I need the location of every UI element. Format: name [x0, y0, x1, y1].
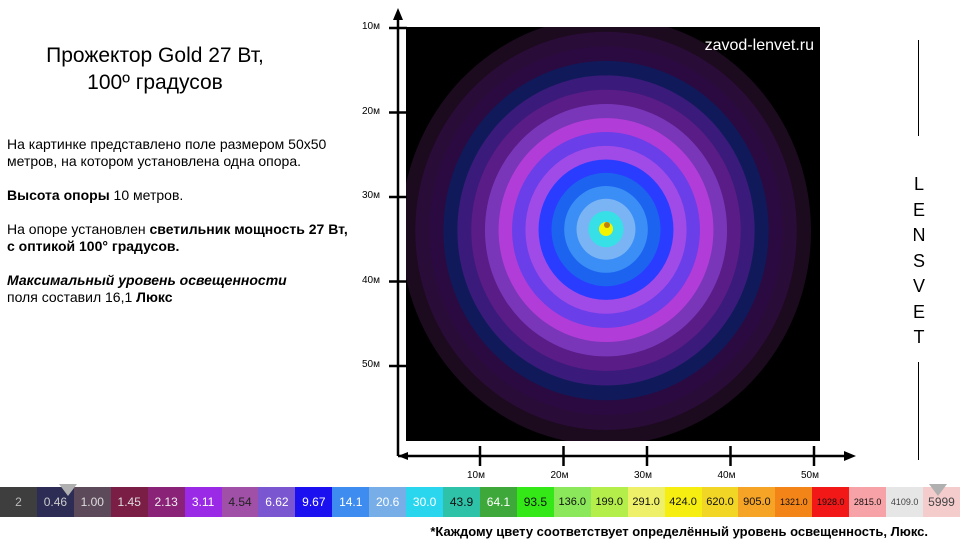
description-field-size: На картинке представлено поле размером 5…: [7, 136, 327, 169]
scale-cell: 30.0: [406, 487, 444, 517]
y-tick-label: 30м: [362, 190, 380, 201]
scale-cell: 9.67: [295, 487, 333, 517]
description: На картинке представлено поле размером 5…: [7, 136, 357, 323]
brand-letter: T: [913, 327, 925, 347]
brand-letter: E: [912, 199, 925, 220]
scale-cell: 199.0: [590, 487, 628, 517]
luminaire-prefix: На опоре установлен: [7, 221, 150, 237]
description-max-illuminance: Максимальный уровень освещенности поля со…: [7, 272, 357, 306]
y-tick-label: 50м: [362, 359, 380, 370]
light-source-dot: [604, 222, 610, 228]
scale-cell: 14.1: [332, 487, 370, 517]
title-line-2: 100º градусов: [87, 71, 223, 94]
scale-marker-right: [929, 484, 947, 496]
page-title: Прожектор Gold 27 Вт, 100º градусов: [0, 42, 310, 96]
pole-height-label: Высота опоры: [7, 187, 110, 203]
brand-line-top: [918, 40, 919, 136]
description-pole-height: Высота опоры 10 метров.: [7, 187, 357, 204]
scale-cell: 291.0: [627, 487, 665, 517]
x-tick-label: 30м: [634, 470, 652, 481]
scale-cell: 620.0: [701, 487, 739, 517]
brand-letter: L: [913, 174, 924, 194]
scale-cell: 1928.0: [812, 487, 850, 517]
y-axis-arrow: [393, 8, 403, 20]
description-luminaire: На опоре установлен светильник мощность …: [7, 221, 357, 255]
x-tick-label: 10м: [467, 470, 485, 481]
scale-cell: 4109.0: [886, 487, 924, 517]
max-illuminance-unit: Люкс: [136, 289, 173, 305]
scale-cell: 0.46: [36, 487, 74, 517]
y-tick-label: 10м: [362, 21, 380, 32]
x-axis-arrow-left: [398, 452, 408, 460]
scale-cell: 1321.0: [775, 487, 813, 517]
scale-footnote: *Каждому цвету соответствует определённы…: [430, 524, 928, 539]
x-tick-label: 50м: [801, 470, 819, 481]
max-illuminance-text: поля составил 16,1: [7, 289, 137, 305]
scale-cell: 5999: [923, 487, 960, 517]
max-illuminance-label: Максимальный уровень освещенности: [7, 272, 287, 288]
scale-cell: 2815.0: [849, 487, 887, 517]
scale-cell: 4.54: [221, 487, 259, 517]
pole-height-value: 10 метров.: [109, 187, 184, 203]
scale-cell: 424.0: [664, 487, 702, 517]
scale-cell: 905.0: [738, 487, 776, 517]
scale-cell: 2: [0, 487, 37, 517]
x-axis-arrow: [844, 451, 856, 461]
scale-cell: 6.62: [258, 487, 296, 517]
illuminance-heatmap: zavod-lenvet.ru: [406, 27, 820, 441]
scale-cell: 136.0: [553, 487, 591, 517]
scale-cell: 2.13: [147, 487, 185, 517]
luminaire-spec: светильник мощность 27 Вт, с оптикой 100…: [7, 221, 348, 254]
scale-marker-left: [59, 484, 77, 496]
brand-letter: N: [912, 225, 926, 245]
brand-letter: S: [912, 250, 925, 271]
y-tick-label: 40м: [362, 274, 380, 286]
x-tick-label: 40м: [717, 470, 736, 481]
x-tick-label: 20м: [550, 470, 569, 481]
heatmap-rings: [406, 27, 811, 441]
scale-cell: 3.11: [184, 487, 222, 517]
title-line-1: Прожектор Gold 27 Вт,: [46, 44, 264, 67]
brand-line-bottom: [918, 362, 919, 460]
brand-letter: V: [912, 276, 925, 296]
brand-letter: E: [912, 301, 925, 322]
scale-cell: 20.6: [369, 487, 407, 517]
scale-cell: 64.1: [479, 487, 517, 517]
scale-cell: 43.9: [443, 487, 480, 517]
scale-cell: 1.45: [110, 487, 148, 517]
y-tick-label: 20м: [362, 105, 380, 117]
scale-cell: 1.00: [73, 487, 111, 517]
color-scale-legend: 2 0.46 1.00 1.45 2.13 3.11 4.54 6.62 9.67 14.1 20.…: [0, 487, 960, 517]
watermark: zavod-lenvet.ru: [704, 37, 814, 54]
scale-cell: 93.5: [516, 487, 554, 517]
